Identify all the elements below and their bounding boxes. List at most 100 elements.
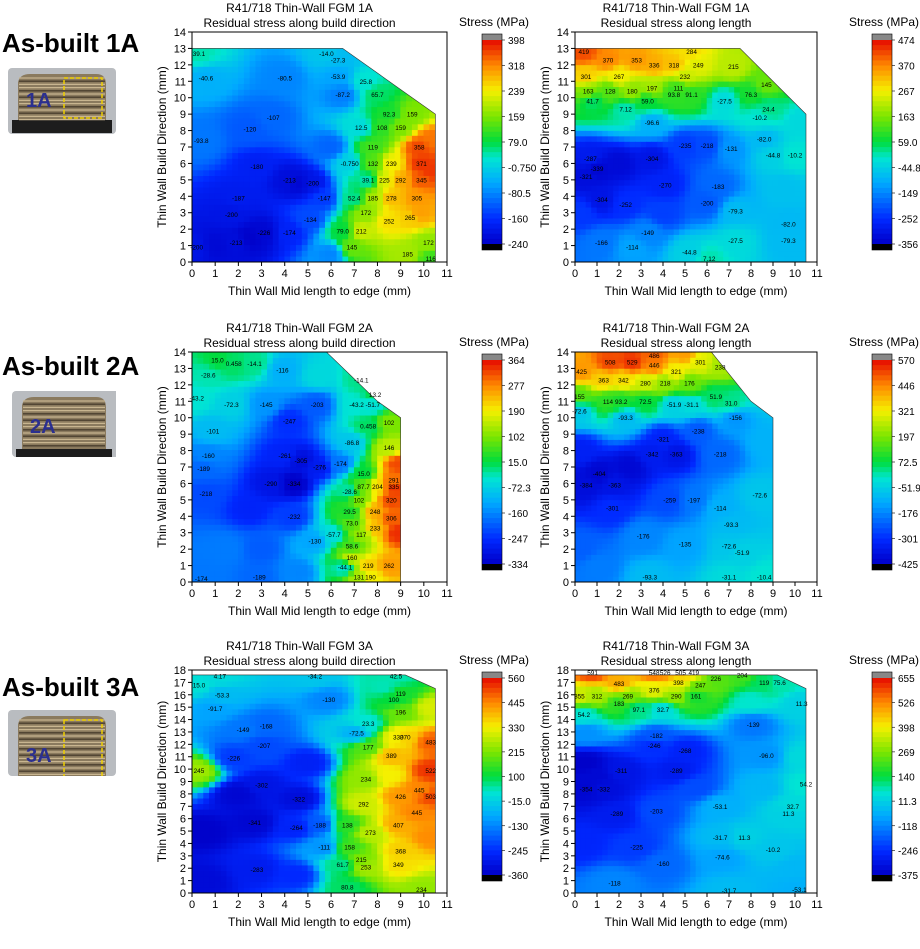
y-tick-label: 6: [563, 814, 569, 826]
chart-title: R41/718 Thin-Wall FGM 3A: [603, 639, 750, 653]
stress-value-label: -304: [646, 156, 659, 163]
stress-value-label: 11.3: [796, 701, 808, 708]
y-tick-label: 11: [175, 76, 186, 88]
stress-value-label: 233: [370, 525, 381, 532]
colorbar-tick-label: -0.750: [508, 164, 537, 175]
y-tick-label: 5: [563, 495, 569, 507]
stress-value-label: -28.6: [342, 489, 357, 496]
colorbar-title: Stress (MPa): [849, 653, 919, 667]
colorbar-tick-label: -301: [898, 535, 918, 546]
stress-value-label: 280: [640, 381, 651, 388]
y-tick-label: 7: [563, 462, 569, 474]
chart-subtitle: Residual stress along length: [601, 654, 752, 668]
stress-value-label: 335: [388, 484, 399, 491]
y-tick-label: 13: [174, 43, 186, 55]
x-tick-label: 2: [235, 268, 241, 280]
stress-value-label: -53.3: [215, 692, 230, 699]
x-axis-label: Thin Wall Mid length to edge (mm): [605, 284, 788, 298]
stress-value-label: 172: [361, 210, 372, 217]
y-tick-label: 13: [174, 727, 186, 739]
stress-value-label: 591: [587, 670, 598, 677]
x-tick-label: 3: [258, 588, 264, 600]
stress-value-label: 23.3: [362, 721, 375, 728]
stress-value-label: -44.8: [766, 153, 781, 160]
stress-value-label: -114: [626, 245, 639, 252]
stress-field: [192, 352, 401, 582]
stress-value-label: 330: [393, 734, 404, 741]
stress-value-label: -302: [255, 783, 268, 790]
colorbar-tick-label: -130: [508, 822, 528, 833]
stress-value-label: -51.9: [667, 402, 682, 409]
x-tick-label: 7: [351, 899, 357, 911]
y-tick-label: 12: [174, 739, 186, 751]
stress-value-label: -305: [295, 458, 308, 465]
y-tick-label: 9: [180, 777, 186, 789]
colorbar-tick-label: 72.5: [898, 458, 918, 469]
stress-value-label: 529: [627, 359, 638, 366]
stress-value-label: -289: [610, 811, 623, 818]
stress-value-label: -404: [593, 471, 606, 478]
x-tick-label: 5: [305, 588, 311, 600]
colorbar-tick-label: 655: [898, 674, 915, 685]
stress-value-label: 238: [715, 364, 726, 371]
stress-value-label: 234: [361, 777, 372, 784]
stress-value-label: -226: [227, 755, 240, 762]
x-tick-label: 2: [616, 268, 622, 280]
stress-value-label: -93.3: [618, 415, 633, 422]
stress-value-label: 321: [671, 369, 682, 376]
y-tick-label: 2: [563, 544, 569, 556]
stress-value-label: -200: [190, 245, 203, 252]
stress-value-label: 445: [412, 810, 423, 817]
stress-value-label: 267: [614, 74, 625, 81]
stress-value-label: 13.2: [369, 392, 382, 399]
x-tick-label: 2: [616, 588, 622, 600]
x-tick-label: 1: [594, 588, 600, 600]
stress-value-label: -93.3: [643, 575, 658, 582]
stress-value-label: 32.7: [657, 707, 670, 714]
y-axis-label: Thin Wall Build Direction (mm): [155, 66, 169, 228]
stress-value-label: 389: [386, 753, 397, 760]
x-tick-label: 2: [616, 899, 622, 911]
stress-value-label: 245: [194, 768, 205, 775]
stress-value-label: -72.6: [572, 409, 587, 416]
chart-title: R41/718 Thin-Wall FGM 1A: [603, 1, 750, 15]
y-tick-label: 1: [563, 241, 569, 253]
stress-value-label: -31.1: [722, 575, 737, 582]
colorbar-tick-label: 370: [898, 62, 915, 73]
colorbar-tick-label: -51.9: [898, 484, 920, 495]
stress-value-label: 180: [627, 89, 638, 96]
stress-value-label: -43.2: [349, 402, 364, 409]
stress-value-label: 253: [361, 864, 372, 871]
stress-value-label: 426: [395, 794, 406, 801]
stress-value-label: -189: [197, 466, 210, 473]
stress-field: [575, 48, 806, 262]
stress-value-label: -252: [619, 202, 632, 209]
x-tick-label: 6: [704, 899, 710, 911]
colorbar-tick-label: -160: [508, 509, 528, 520]
stress-value-label: -200: [225, 212, 238, 219]
stress-value-label: 158: [344, 845, 355, 852]
stress-value-label: -96.6: [645, 120, 660, 127]
stress-value-label: 526: [660, 670, 671, 677]
stress-value-label: -304: [595, 197, 608, 204]
stress-value-label: -72.6: [722, 543, 737, 550]
x-tick-label: 6: [704, 268, 710, 280]
stress-value-label: -287: [584, 156, 597, 163]
stress-value-label: -53.1: [792, 887, 807, 894]
stress-value-label: -87.2: [335, 92, 350, 99]
y-tick-label: 7: [180, 801, 186, 813]
stress-value-label: 160: [347, 555, 358, 562]
stress-value-label: -283: [251, 867, 264, 874]
y-tick-label: 6: [180, 814, 186, 826]
y-tick-label: 0: [563, 888, 569, 900]
y-tick-label: 9: [180, 109, 186, 121]
chart-title: R41/718 Thin-Wall FGM 2A: [226, 321, 373, 335]
stress-value-label: 155: [574, 394, 585, 401]
x-tick-label: 4: [282, 899, 288, 911]
stress-value-label: 161: [691, 694, 702, 701]
stress-value-label: 146: [384, 445, 395, 452]
x-tick-label: 5: [305, 268, 311, 280]
y-tick-label: 11: [558, 396, 569, 408]
x-tick-label: 9: [398, 268, 404, 280]
